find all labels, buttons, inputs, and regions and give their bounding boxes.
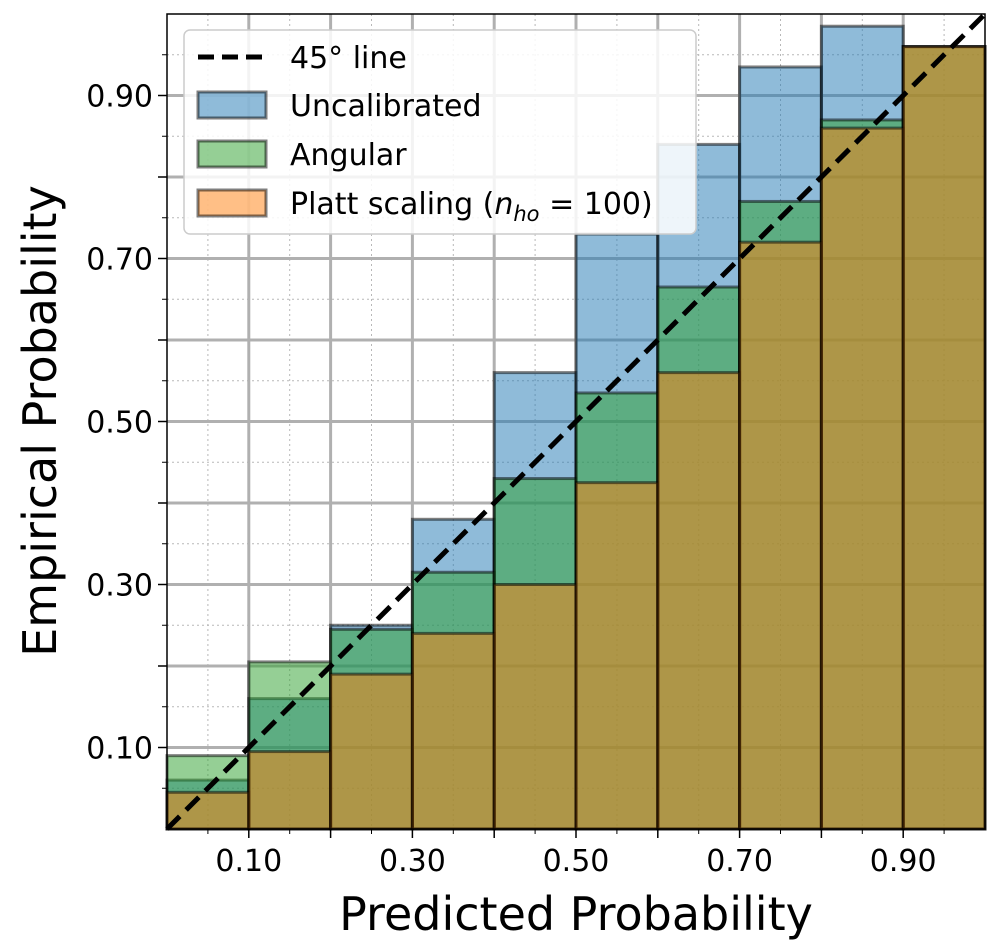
bar-platt-scaling xyxy=(901,45,987,831)
histogram-bars xyxy=(165,24,987,831)
x-axis-ticks: 0.10 0.30 0.50 0.70 0.90 xyxy=(207,829,945,879)
legend-label-angular: Angular xyxy=(290,138,407,173)
y-tick-label: 0.30 xyxy=(86,569,153,604)
x-tick-label: 0.70 xyxy=(706,844,773,879)
legend-swatch-angular xyxy=(196,139,268,169)
reference-45-line xyxy=(165,12,987,831)
reference-line-layer xyxy=(165,12,987,831)
bar-platt-scaling xyxy=(247,750,333,831)
y-tick-label: 0.90 xyxy=(86,80,153,115)
x-tick-label: 0.30 xyxy=(379,844,446,879)
y-tick-label: 0.10 xyxy=(86,732,153,767)
legend-swatch-uncalibrated xyxy=(196,90,268,120)
legend-swatch-platt xyxy=(196,188,268,218)
bar-platt-scaling xyxy=(410,631,496,831)
x-tick-label: 0.10 xyxy=(215,844,282,879)
legend-label-uncalibrated: Uncalibrated xyxy=(290,89,482,124)
legend-label-platt-prefix: Platt scaling ( xyxy=(290,187,494,222)
legend-label-45-line: 45° line xyxy=(290,41,407,76)
y-tick-label: 0.70 xyxy=(86,243,153,278)
bar-platt-scaling xyxy=(492,583,578,831)
legend-box xyxy=(183,29,697,235)
x-tick-label: 0.50 xyxy=(543,844,610,879)
legend-label-platt-sub: ho xyxy=(513,202,539,226)
y-axis-ticks: 0.10 0.30 0.50 0.70 0.90 xyxy=(86,54,167,789)
bar-platt-scaling xyxy=(574,481,660,831)
x-tick-label: 0.90 xyxy=(870,844,937,879)
bar-platt-scaling xyxy=(656,371,742,831)
bar-platt-scaling xyxy=(819,126,905,831)
legend-label-platt-var: n xyxy=(494,187,513,222)
x-axis-title: Predicted Probability xyxy=(339,887,813,941)
legend-label-platt-rest: = 100) xyxy=(540,187,653,222)
bar-platt-scaling xyxy=(738,240,823,831)
y-axis-title: Empirical Probability xyxy=(13,185,67,657)
legend: 45° line Uncalibrated Angular Platt scal… xyxy=(183,29,697,235)
y-tick-label: 0.50 xyxy=(86,406,153,441)
legend-label-platt: Platt scaling (nho = 100) xyxy=(290,187,653,226)
bar-platt-scaling xyxy=(329,672,414,831)
bar-platt-scaling xyxy=(165,790,251,831)
